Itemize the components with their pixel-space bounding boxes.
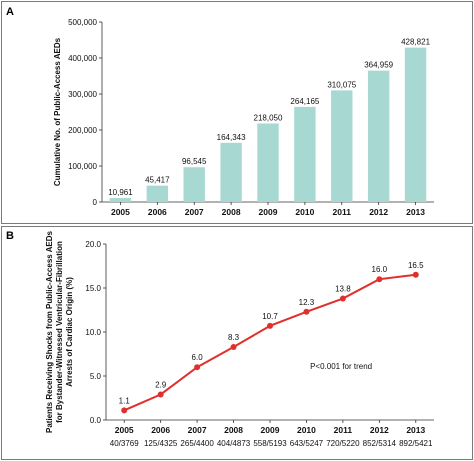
panel-a-y-axis-label: Cumulative No. of Public-Access AEDs — [53, 37, 62, 186]
panel-a-bar-value-label: 10,961 — [108, 188, 133, 197]
panel-a-x-tick-label: 2008 — [222, 207, 241, 217]
panel-b-point-value-label: 8.3 — [228, 333, 240, 342]
panel-a-bar — [331, 90, 353, 202]
panel-b-point-value-label: 6.0 — [192, 353, 204, 362]
panel-a-bar-value-label: 264,165 — [290, 97, 319, 106]
panel-b-point-value-label: 16.0 — [372, 265, 388, 274]
panel-b-data-point — [339, 295, 346, 302]
panel-b-x-sublabel: 125/4325 — [144, 439, 178, 448]
panel-a-x-tick-label: 2007 — [185, 207, 204, 217]
panel-b-x-tick-label: 2010 — [297, 425, 316, 435]
panel-a-bar-value-label: 164,343 — [217, 133, 246, 142]
panel-a-y-tick-label: 100,000 — [68, 162, 97, 171]
panel-b-point-value-label: 13.8 — [335, 285, 351, 294]
panel-a-chart: 0 100,000 200,000 300,000 400,000 500,000 Cumu… — [53, 18, 434, 217]
panel-b-x-sublabel: 40/3769 — [110, 439, 139, 448]
panel-a-x-tick-label: 2010 — [295, 207, 314, 217]
panel-b-y-axis-label-line: for Bystander-Witnessed Ventricular-Fibr… — [55, 241, 64, 423]
panel-a-x-tick-label: 2005 — [111, 207, 130, 217]
panel-b-chart: 0.0 5.0 10.0 15.0 20.0 Patients Receiving Sho… — [45, 230, 434, 448]
panel-b-data-point — [121, 407, 128, 414]
panel-b-point-value-label: 1.1 — [119, 396, 131, 405]
panel-b-data-point — [376, 276, 383, 283]
panel-b-x-sublabel: 265/4400 — [180, 439, 214, 448]
panel-b-data-point — [157, 391, 164, 398]
panel-b-data-point — [194, 364, 201, 371]
panel-a-bar — [367, 70, 390, 202]
panel-b-x-tick-label: 2009 — [261, 425, 280, 435]
panel-a-letter: A — [6, 6, 14, 18]
panel-a-x-tick-label: 2011 — [333, 207, 352, 217]
panel-a-y-tick-label: 0 — [93, 198, 98, 207]
panel-b-y-axis-label-line: Arrests of Cardiac Origin (%) — [65, 277, 74, 387]
panel-b-y-axis-label-line: Patients Receiving Shocks from Public-Ac… — [45, 230, 54, 433]
panel-b-data-point — [230, 343, 237, 350]
panel-b-y-tick-label: 0.0 — [90, 416, 102, 425]
panel-a-x-tick-label: 2006 — [148, 207, 167, 217]
panel-a-bar-value-label: 218,050 — [254, 114, 283, 123]
panel-a-bar — [146, 185, 169, 202]
panel-b-y-tick-label: 20.0 — [85, 240, 101, 249]
panel-b-y-tick-label: 5.0 — [90, 372, 102, 381]
panel-b-x-sublabel: 892/5421 — [399, 439, 433, 448]
panel-b-x-tick-label: 2013 — [406, 425, 425, 435]
panel-a-bar — [183, 167, 205, 202]
panel-b-point-value-label: 2.9 — [155, 380, 167, 389]
panel-b-x-tick-label: 2005 — [115, 425, 134, 435]
panel-b-point-value-label: 12.3 — [299, 298, 315, 307]
panel-b-y-tick-label: 15.0 — [85, 284, 101, 293]
panel-a-y-tick-label: 500,000 — [68, 18, 97, 27]
panel-b-x-tick-label: 2007 — [188, 425, 207, 435]
panel-a-bar-value-label: 428,821 — [401, 38, 430, 47]
panel-b-point-value-label: 16.5 — [408, 261, 424, 270]
panel-a-y-tick-label: 400,000 — [68, 54, 97, 63]
panel-b-x-sublabel: 720/5220 — [326, 439, 360, 448]
panel-b-x-tick-label: 2011 — [334, 425, 353, 435]
panel-a-bar-value-label: 96,545 — [182, 157, 207, 166]
panel-a-x-tick-label: 2009 — [259, 207, 278, 217]
panel-a-bar-value-label: 45,417 — [145, 176, 170, 185]
panel-b-data-point — [412, 271, 419, 278]
panel-a-y-tick-label: 200,000 — [68, 126, 97, 135]
panel-a-bar — [257, 123, 279, 202]
panel-a-frame — [1, 1, 473, 224]
panel-a-x-tick-label: 2013 — [406, 207, 425, 217]
panel-b-x-tick-label: 2006 — [151, 425, 170, 435]
panel-b-x-sublabel: 643/5247 — [290, 439, 324, 448]
panel-b-trend-annotation: P<0.001 for trend — [310, 362, 372, 371]
panel-b-data-point — [303, 308, 310, 315]
panel-a-y-tick-label: 300,000 — [68, 90, 97, 99]
panel-a-bar-value-label: 364,959 — [364, 61, 393, 70]
panel-a-bar-value-label: 310,075 — [327, 80, 356, 89]
panel-a-bar — [404, 47, 427, 203]
panel-b-x-sublabel: 558/5193 — [253, 439, 287, 448]
panel-b-data-point — [267, 322, 273, 329]
panel-b-x-sublabel: 404/4873 — [217, 439, 251, 448]
panel-b-x-tick-label: 2008 — [224, 425, 243, 435]
panel-b-series-line — [123, 273, 416, 412]
panel-b-x-sublabel: 852/5314 — [363, 439, 397, 448]
panel-b-point-value-label: 10.7 — [262, 312, 278, 321]
panel-a-x-tick-label: 2012 — [369, 207, 388, 217]
panel-b-letter: B — [6, 230, 14, 242]
panel-a-bar — [109, 198, 132, 202]
panel-a-bar — [294, 106, 316, 202]
panel-a-bar — [220, 142, 242, 202]
panel-b-y-tick-label: 10.0 — [85, 328, 101, 337]
panel-b-frame — [1, 226, 473, 460]
panel-b-x-tick-label: 2012 — [370, 425, 389, 435]
